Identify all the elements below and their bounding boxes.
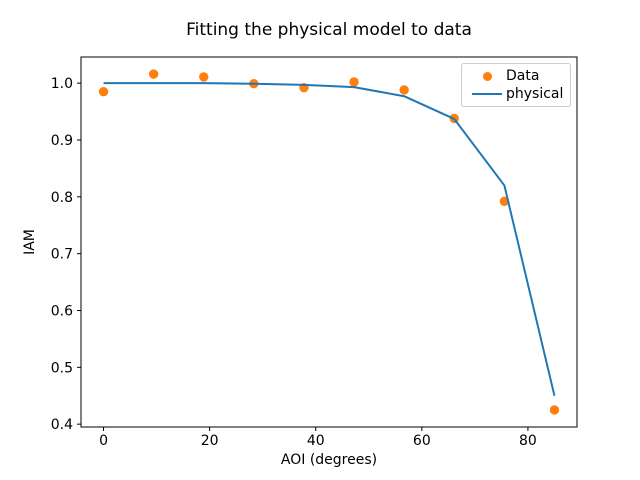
y-tick-label: 0.9 xyxy=(51,133,73,149)
legend-entry-physical: physical xyxy=(468,85,564,103)
legend-swatch-cell xyxy=(468,71,506,81)
data-point xyxy=(98,86,109,97)
chart-title: Fitting the physical model to data xyxy=(186,20,472,40)
data-point xyxy=(148,69,159,79)
x-tick-label: 0 xyxy=(99,433,108,449)
x-tick-label: 80 xyxy=(519,433,537,449)
y-tick-label: 0.8 xyxy=(51,190,73,206)
y-tick-label: 0.6 xyxy=(51,303,73,319)
y-tick-label: 0.5 xyxy=(51,360,73,376)
x-tick-label: 20 xyxy=(201,433,219,449)
legend-label-physical: physical xyxy=(506,86,564,102)
legend-label-data: Data xyxy=(506,68,540,84)
legend-entry-data: Data xyxy=(468,67,564,85)
y-tick-label: 0.4 xyxy=(51,417,73,433)
data-point xyxy=(349,77,359,87)
x-tick-label: 60 xyxy=(413,433,431,449)
data-point xyxy=(399,85,409,95)
axes-frame xyxy=(80,56,578,428)
legend: Data physical xyxy=(461,63,571,107)
physical-line xyxy=(103,82,556,396)
y-tick-label: 0.7 xyxy=(51,247,73,263)
y-tick-label: 1.0 xyxy=(51,76,73,92)
data-point xyxy=(199,72,209,82)
data-point xyxy=(549,405,560,415)
legend-swatch-cell xyxy=(468,93,506,95)
y-axis-label: IAM xyxy=(22,229,38,255)
line-swatch-icon xyxy=(472,93,502,95)
x-tick-label: 40 xyxy=(307,433,325,449)
x-axis-label: AOI (degrees) xyxy=(280,452,378,468)
data-marker-icon xyxy=(482,71,492,81)
